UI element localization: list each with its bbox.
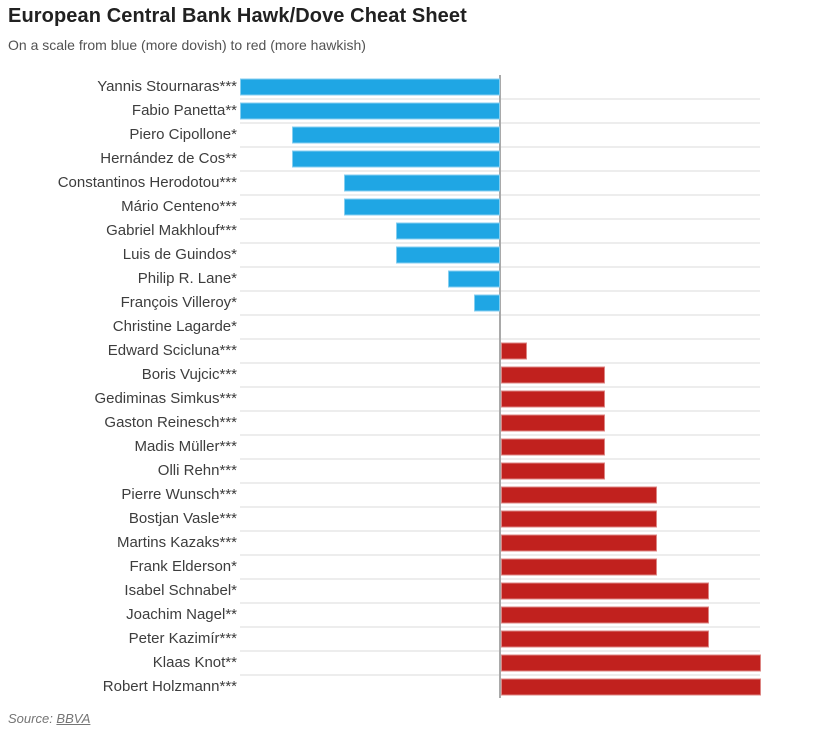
chart-row: Yannis Stournaras*** <box>0 75 763 100</box>
member-label: Constantinos Herodotou*** <box>57 174 237 191</box>
chart-row: Gabriel Makhlouf*** <box>0 219 763 244</box>
dove-bar <box>344 198 500 216</box>
member-label: Luis de Guindos* <box>122 246 237 263</box>
member-label: Gediminas Simkus*** <box>94 390 237 407</box>
chart-row: Constantinos Herodotou*** <box>0 171 763 196</box>
member-label: Philip R. Lane* <box>137 270 237 287</box>
hawk-dove-bar-chart: Yannis Stournaras*** Fabio Panetta** Piero… <box>0 75 763 699</box>
zero-axis-line <box>499 75 501 698</box>
hawk-bar <box>501 462 605 480</box>
dove-bar <box>396 222 500 240</box>
chart-row: Pierre Wunsch*** <box>0 483 763 508</box>
dove-bar <box>396 246 500 264</box>
dove-bar <box>344 174 500 192</box>
dove-bar <box>240 78 500 96</box>
hawk-bar <box>501 654 761 672</box>
dove-bar <box>474 294 500 312</box>
hawk-bar <box>501 678 761 696</box>
chart-row: Robert Holzmann*** <box>0 675 763 699</box>
chart-row: Fabio Panetta** <box>0 99 763 124</box>
chart-row: Gediminas Simkus*** <box>0 387 763 412</box>
member-label: Bostjan Vasle*** <box>128 510 237 527</box>
chart-row: Klaas Knot** <box>0 651 763 676</box>
hawk-bar <box>501 510 657 528</box>
member-label: Pierre Wunsch*** <box>121 486 237 503</box>
member-label: François Villeroy* <box>120 294 237 311</box>
dove-bar <box>448 270 500 288</box>
chart-row: Christine Lagarde* <box>0 315 763 340</box>
chart-row: Hernández de Cos** <box>0 147 763 172</box>
chart-row: Madis Müller*** <box>0 435 763 460</box>
member-label: Boris Vujcic*** <box>141 366 237 383</box>
chart-row: Isabel Schnabel* <box>0 579 763 604</box>
chart-row: Mário Centeno*** <box>0 195 763 220</box>
chart-row: François Villeroy* <box>0 291 763 316</box>
chart-row: Frank Elderson* <box>0 555 763 580</box>
chart-row: Peter Kazimír*** <box>0 627 763 652</box>
member-label: Olli Rehn*** <box>157 462 237 479</box>
hawk-bar <box>501 438 605 456</box>
member-label: Klaas Knot** <box>152 654 237 671</box>
member-label: Piero Cipollone* <box>129 126 237 143</box>
member-label: Isabel Schnabel* <box>124 582 237 599</box>
dove-bar <box>292 126 500 144</box>
member-label: Gaston Reinesch*** <box>104 414 237 431</box>
dove-bar <box>240 102 500 120</box>
member-label: Hernández de Cos** <box>100 150 237 167</box>
source-link[interactable]: BBVA <box>56 711 91 726</box>
hawk-bar <box>501 366 605 384</box>
chart-subtitle: On a scale from blue (more dovish) to re… <box>8 37 366 53</box>
hawk-bar <box>501 582 709 600</box>
hawk-bar <box>501 606 709 624</box>
member-label: Madis Müller*** <box>134 438 237 455</box>
member-label: Martins Kazaks*** <box>116 534 237 551</box>
hawk-bar <box>501 342 527 360</box>
chart-row: Joachim Nagel** <box>0 603 763 628</box>
chart-title: European Central Bank Hawk/Dove Cheat Sh… <box>8 5 467 27</box>
chart-row: Piero Cipollone* <box>0 123 763 148</box>
chart-row: Gaston Reinesch*** <box>0 411 763 436</box>
member-label: Fabio Panetta** <box>131 102 237 119</box>
source-prefix: Source: <box>8 711 57 726</box>
member-label: Mário Centeno*** <box>121 198 237 215</box>
row-plot-area <box>240 675 761 699</box>
chart-row: Luis de Guindos* <box>0 243 763 268</box>
hawk-bar <box>501 558 657 576</box>
hawk-bar <box>501 390 605 408</box>
dove-bar <box>292 150 500 168</box>
chart-row: Olli Rehn*** <box>0 459 763 484</box>
member-label: Gabriel Makhlouf*** <box>106 222 237 239</box>
member-label: Robert Holzmann*** <box>102 678 237 695</box>
chart-row: Edward Scicluna*** <box>0 339 763 364</box>
hawk-bar <box>501 414 605 432</box>
member-label: Frank Elderson* <box>129 558 237 575</box>
member-label: Joachim Nagel** <box>126 606 237 623</box>
chart-row: Martins Kazaks*** <box>0 531 763 556</box>
hawk-bar <box>501 534 657 552</box>
member-label: Christine Lagarde* <box>112 318 237 335</box>
chart-row: Bostjan Vasle*** <box>0 507 763 532</box>
chart-row: Boris Vujcic*** <box>0 363 763 388</box>
member-label: Peter Kazimír*** <box>128 630 237 647</box>
member-label: Edward Scicluna*** <box>107 342 237 359</box>
member-label: Yannis Stournaras*** <box>97 78 237 95</box>
chart-row: Philip R. Lane* <box>0 267 763 292</box>
hawk-bar <box>501 486 657 504</box>
hawk-bar <box>501 630 709 648</box>
source-note: Source: BBVA <box>8 711 90 726</box>
